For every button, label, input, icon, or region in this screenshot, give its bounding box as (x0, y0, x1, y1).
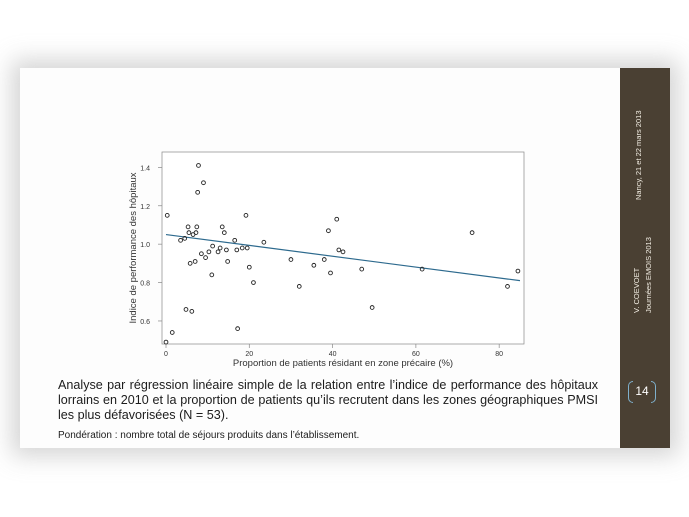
x-tick-label: 80 (495, 351, 503, 358)
data-point (340, 249, 346, 255)
data-point (232, 237, 238, 243)
x-tick-label: 60 (412, 351, 420, 358)
data-point (224, 247, 229, 253)
data-point (182, 236, 188, 241)
y-tick-label: 1.4 (140, 165, 150, 172)
data-point (515, 268, 521, 274)
data-point (246, 264, 252, 270)
data-point (311, 262, 317, 268)
y-tick-label: 0.6 (140, 319, 150, 326)
y-tick-label: 0.8 (140, 281, 150, 288)
data-point (186, 230, 192, 235)
x-tick-label: 20 (245, 351, 253, 358)
data-point (234, 247, 240, 253)
data-point (209, 272, 215, 278)
data-point (217, 245, 223, 251)
page-number: 14 (635, 384, 649, 398)
data-point (189, 309, 195, 314)
data-point (192, 259, 198, 264)
x-tick-label: 0 (164, 351, 168, 358)
data-point (206, 249, 212, 255)
data-point (239, 245, 245, 251)
data-point (334, 216, 340, 222)
data-point (225, 259, 230, 264)
data-point (210, 243, 215, 249)
data-point (359, 266, 365, 272)
x-axis-label: Proportion de patients résidant en zone … (233, 358, 453, 369)
data-point (326, 228, 331, 234)
date-text: Nancy, 21 et 22 mars 2013 (634, 110, 643, 201)
bracket-left-icon (628, 381, 633, 403)
data-point (164, 213, 170, 218)
data-point (336, 247, 342, 253)
y-tick-label: 1.0 (140, 242, 150, 249)
y-tick-label: 1.2 (140, 204, 150, 211)
data-point (193, 230, 199, 235)
data-point (194, 224, 200, 230)
y-axis-label: Indice de performance des hôpitaux (128, 172, 139, 323)
page-number-box: 14 (625, 374, 659, 410)
data-point (215, 249, 221, 255)
data-point (183, 307, 189, 312)
data-point (505, 284, 510, 289)
data-point (251, 280, 256, 285)
data-point (219, 224, 225, 230)
data-point (221, 230, 227, 235)
data-point (187, 261, 193, 266)
data-point (163, 339, 169, 345)
data-points (163, 163, 521, 345)
data-point (196, 163, 201, 168)
data-point (369, 305, 375, 310)
caption-text: Analyse par régression linéaire simple d… (58, 378, 598, 422)
data-point (321, 257, 327, 262)
y-axis-ticks: 0.6 0.8 1.0 1.2 1.4 (140, 165, 162, 326)
data-point (244, 245, 250, 251)
data-point (469, 230, 475, 235)
plot-frame (161, 151, 525, 345)
x-axis-ticks: 0 20 40 60 80 (164, 344, 503, 358)
data-point (195, 189, 201, 195)
data-point (328, 270, 333, 276)
author-text: V. COEVOET (632, 267, 641, 313)
data-point (243, 213, 249, 218)
data-point (235, 326, 240, 331)
regression-line (165, 233, 521, 282)
weighting-note: Pondération : nombre total de séjours pr… (58, 430, 360, 441)
slide: Nancy, 21 et 22 mars 2013 V. COEVOET Jou… (20, 68, 670, 448)
x-tick-label: 40 (329, 351, 337, 358)
data-point (261, 239, 267, 245)
data-point (419, 266, 425, 272)
data-point (178, 237, 183, 243)
data-point (203, 255, 208, 260)
data-point (185, 224, 191, 230)
data-point (288, 257, 294, 262)
data-point (296, 284, 302, 289)
data-point (199, 251, 204, 257)
data-point (169, 330, 175, 335)
scatter-chart: 0.6 0.8 1.0 1.2 1.4 0 20 40 60 80 Proportion de … (128, 151, 525, 369)
event-text: Journées EMOIS 2013 (644, 237, 653, 313)
data-point (201, 180, 206, 186)
